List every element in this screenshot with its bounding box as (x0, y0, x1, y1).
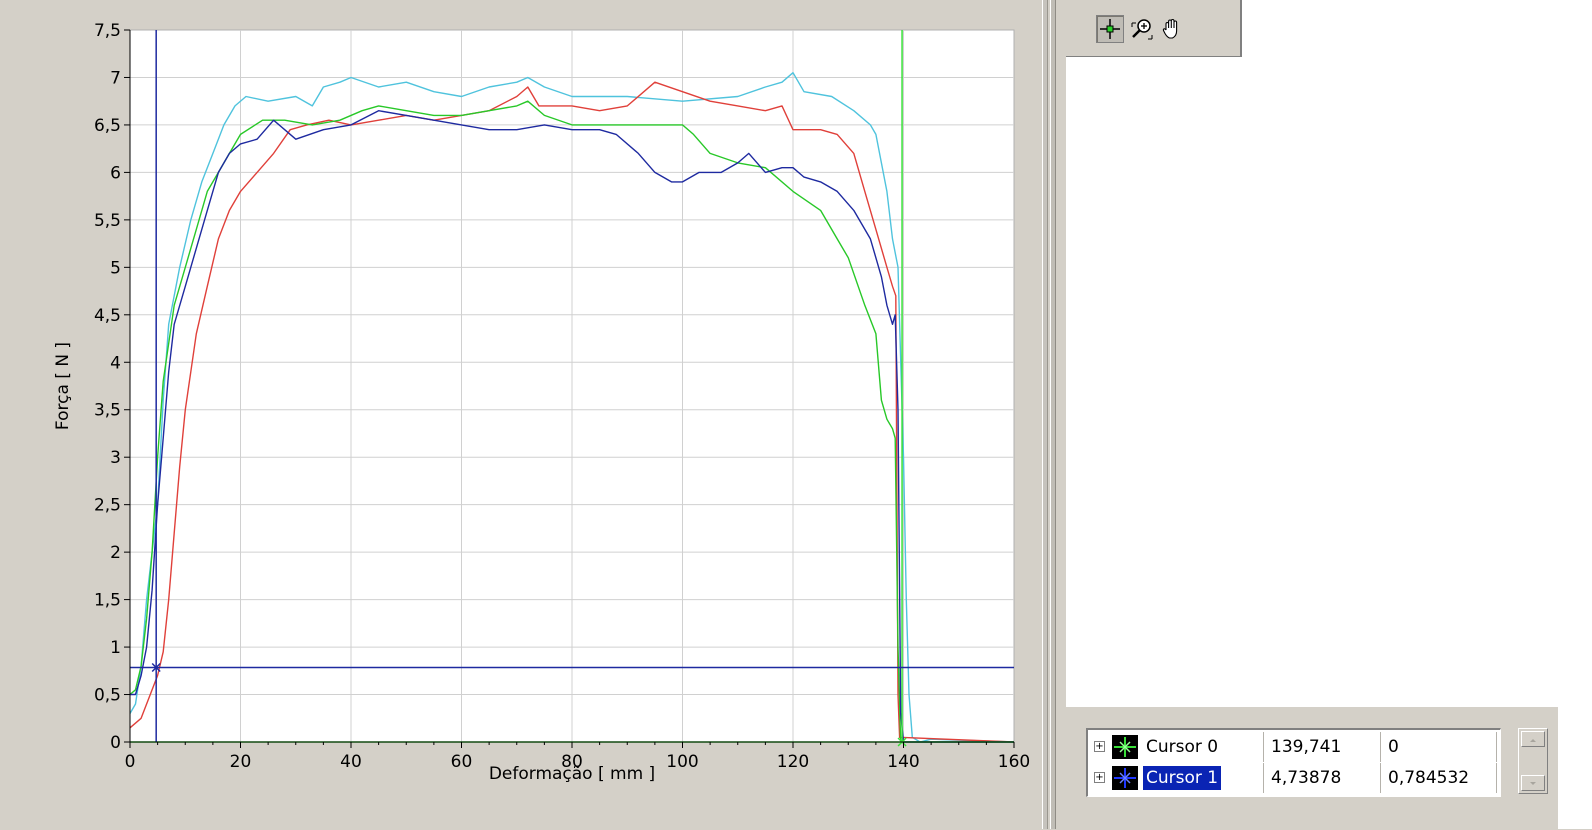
column-divider (1380, 763, 1381, 793)
chevron-up-icon (1530, 739, 1536, 742)
y-tick-label: 6,5 (94, 116, 121, 136)
x-tick-label: 0 (125, 752, 136, 772)
cursor-move-tool-button[interactable] (1096, 15, 1124, 43)
y-tick-label: 7 (110, 68, 121, 88)
x-tick-label: 100 (666, 752, 698, 772)
column-divider (1380, 732, 1381, 762)
y-tick-label: 0,5 (94, 686, 121, 706)
scroll-down-button[interactable] (1521, 775, 1545, 791)
cursor-x-value[interactable]: 4,73878 (1271, 768, 1342, 788)
chevron-down-icon (1530, 782, 1536, 785)
y-tick-label: 2,5 (94, 496, 121, 516)
x-tick-label: 140 (887, 752, 919, 772)
column-divider (1496, 732, 1497, 762)
y-tick-label: 4,5 (94, 306, 121, 326)
zoom-tool-button[interactable] (1128, 15, 1156, 43)
y-tick-label: 5,5 (94, 211, 121, 231)
axis-layer: 0 20 40 60 80 100 120 140 160 0 0,5 1 1,5 2 2,5 3 3,5 4 4,… (94, 21, 1030, 772)
cursor-1-marker[interactable] (151, 662, 161, 673)
y-tick-label: 3,5 (94, 401, 121, 421)
series-line-1 (129, 72, 1015, 743)
y-tick-label: 1 (110, 638, 121, 658)
pane-splitter[interactable] (1042, 0, 1048, 829)
y-tick-label: 3 (110, 448, 121, 468)
graph-panel: 0 20 40 60 80 100 120 140 160 0 0,5 1 1,5 2 2,5 3 3,5 4 4,… (53, 21, 1031, 784)
hand-icon (1162, 18, 1178, 39)
cursor-name[interactable]: Cursor 1 (1143, 766, 1222, 790)
graph-palette (1066, 0, 1242, 57)
pane-splitter-inner[interactable] (1050, 0, 1056, 829)
x-tick-label: 80 (561, 752, 583, 772)
cursor-y-value[interactable]: 0,784532 (1388, 768, 1470, 788)
expand-icon[interactable]: + (1094, 772, 1105, 783)
x-tick-label: 40 (340, 752, 362, 772)
x-axis-label: Deformação [ mm ] (489, 764, 655, 784)
crosshair-icon (1100, 19, 1120, 39)
cursor-legend-row[interactable]: + Cursor 1 4,73878 0,784532 (1088, 763, 1500, 793)
y-tick-label: 0 (110, 733, 121, 753)
y-axis-label: Força [ N ] (53, 342, 73, 430)
x-tick-label: 60 (451, 752, 473, 772)
x-tick-label: 120 (777, 752, 809, 772)
y-tick-label: 6 (110, 163, 121, 183)
cursor-name[interactable]: Cursor 0 (1146, 737, 1219, 757)
expand-icon[interactable]: + (1094, 741, 1105, 752)
y-tick-label: 4 (110, 353, 121, 373)
series-line-4 (130, 110, 1014, 743)
cursor-y-value[interactable]: 0 (1388, 737, 1399, 757)
right-blank-area (1066, 0, 1592, 829)
x-tick-label: 20 (230, 752, 252, 772)
y-tick-label: 7,5 (94, 21, 121, 41)
series-layer (129, 72, 1015, 743)
column-divider (1496, 763, 1497, 793)
pan-tool-button[interactable] (1158, 15, 1186, 43)
column-divider (1263, 732, 1264, 762)
cursor-swatch-icon[interactable] (1112, 766, 1138, 790)
cursor-swatch-icon[interactable] (1112, 735, 1138, 759)
zoom-icon (1131, 19, 1153, 40)
series-line-3 (129, 100, 1014, 743)
force-deformation-chart: 0 20 40 60 80 100 120 140 160 0 0,5 1 1,5 2 2,5 3 3,5 4 4,… (53, 21, 1030, 784)
legend-scrollbar[interactable] (1518, 728, 1548, 794)
grid-layer (130, 30, 1014, 742)
y-tick-label: 1,5 (94, 591, 121, 611)
cursor-x-value[interactable]: 139,741 (1271, 737, 1342, 757)
cursor-legend: + Cursor 0 139,741 0 + (1086, 728, 1501, 797)
scroll-up-button[interactable] (1521, 731, 1545, 747)
column-divider (1263, 763, 1264, 793)
cursor-legend-row[interactable]: + Cursor 0 139,741 0 (1088, 732, 1500, 762)
cursor-legend-panel: + Cursor 0 139,741 0 + (1066, 706, 1558, 830)
y-tick-label: 2 (110, 543, 121, 563)
cursor-marker-stroke (151, 662, 161, 673)
y-tick-label: 5 (110, 258, 121, 278)
x-tick-label: 160 (998, 752, 1030, 772)
